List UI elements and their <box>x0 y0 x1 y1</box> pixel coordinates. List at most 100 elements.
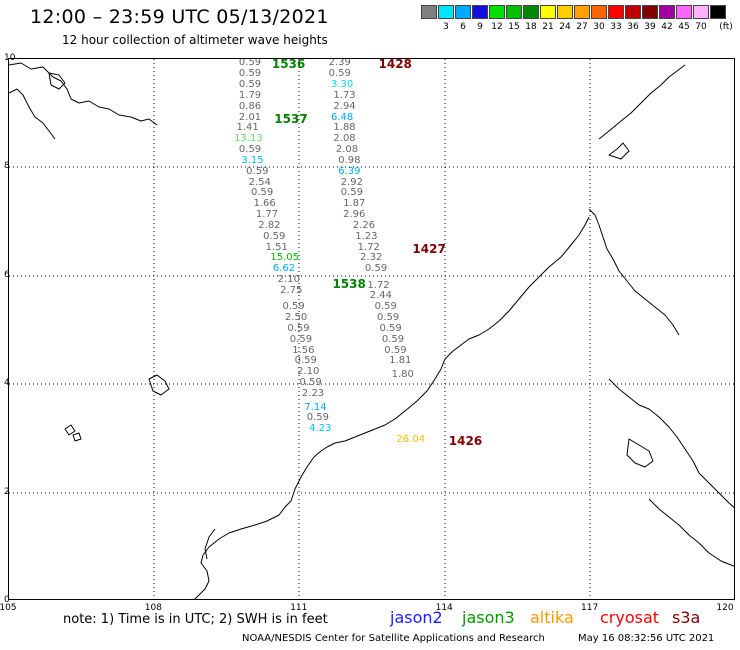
wave-height-label: 1.73 <box>333 89 356 101</box>
legend-label: 18 <box>525 22 537 32</box>
wave-height-label: 0.59 <box>328 68 351 80</box>
wave-height-label: 2.08 <box>333 133 356 145</box>
legend-label: 33 <box>610 22 622 32</box>
map-panel[interactable]: 0.59 0.59 0.59 1.79 0.86 2.01 1.41 13.13 0.59 3.1… <box>8 58 735 600</box>
wave-height-label: 6.62 <box>272 263 296 275</box>
wave-height-label: 1.56 <box>292 344 315 356</box>
wave-height-label: 1.41 <box>236 122 259 134</box>
legend-swatch <box>659 5 675 19</box>
wave-height-label: 0.98 <box>338 154 361 166</box>
legend-label: 42 <box>661 22 673 32</box>
wave-height-label: 0.59 <box>263 230 286 242</box>
latitude-tick-label: 2 <box>4 486 10 497</box>
wave-height-label: 0.59 <box>340 187 363 199</box>
legend-label: 15 <box>508 22 520 32</box>
legend-swatch <box>523 5 539 19</box>
longitude-tick-label: 120 <box>716 603 734 613</box>
legend-label: 36 <box>627 22 639 32</box>
wave-height-label: 1.88 <box>333 122 356 134</box>
wave-height-label: 2.23 <box>301 387 325 399</box>
coastlines <box>9 62 734 599</box>
wave-height-label: 0.59 <box>384 344 407 356</box>
wave-height-label: 0.59 <box>238 79 262 91</box>
map-labels: 0.59 0.59 0.59 1.79 0.86 2.01 1.41 13.13 0.59 3.1… <box>9 58 734 599</box>
wave-height-label: 13.13 <box>234 133 263 145</box>
pass-number-label: 1536 <box>271 58 306 72</box>
wave-height-label: 2.39 <box>328 58 351 69</box>
wave-height-label: 1.80 <box>391 368 414 380</box>
wave-height-label: 2.26 <box>352 219 376 231</box>
legend-label: 27 <box>576 22 588 32</box>
legend-label: 39 <box>644 22 656 32</box>
wave-height-label: 1.72 <box>367 279 390 291</box>
legend-label: 30 <box>593 22 605 32</box>
wave-height-label: 1.77 <box>255 209 279 221</box>
wave-height-label: 2.08 <box>335 144 359 156</box>
legend-swatch <box>710 5 726 19</box>
wave-height-label: 2.32 <box>360 252 383 264</box>
wave-height-label: 2.54 <box>248 176 271 188</box>
legend-swatch <box>693 5 709 19</box>
longitude-tick-label: 114 <box>435 603 453 613</box>
legend-swatch <box>642 5 658 19</box>
wave-height-label: 7.14 <box>304 401 327 413</box>
wave-height-label: 0.59 <box>364 263 388 275</box>
wave-height-label: 1.72 <box>357 241 380 253</box>
latitude-tick-label: 10 <box>4 53 16 63</box>
wave-height-label: 0.59 <box>379 322 402 334</box>
wave-height-label: 2.50 <box>284 312 308 324</box>
legend-label: 21 <box>542 22 554 32</box>
pass-number-label: 1538 <box>332 276 366 291</box>
legend-swatch <box>608 5 624 19</box>
legend-swatch <box>472 5 488 19</box>
wave-height-label: 0.59 <box>377 312 400 324</box>
coastline-layer <box>9 59 734 599</box>
longitude-tick-label: 105 <box>0 603 17 613</box>
wave-height-label: 2.82 <box>258 219 281 231</box>
legend-swatch <box>455 5 471 19</box>
wave-height-label: 6.48 <box>330 111 354 123</box>
legend-label: 6 <box>460 22 466 32</box>
legend-label: 3 <box>443 22 449 32</box>
wave-height-label: 4.23 <box>309 423 332 435</box>
wave-height-label: 2.01 <box>238 111 262 123</box>
satellite-name-jason2: jason2 <box>390 608 443 627</box>
wave-height-label: 1.66 <box>253 198 276 210</box>
legend-label: 12 <box>491 22 503 32</box>
legend-label: 24 <box>559 22 571 32</box>
legend-swatch <box>625 5 641 19</box>
legend-swatch <box>489 5 505 19</box>
legend-unit: (ft) <box>719 22 733 32</box>
wave-height-label: 26.04 <box>396 434 426 446</box>
latitude-tick-label: 6 <box>4 269 10 280</box>
latitude-tick-label: 4 <box>4 378 10 389</box>
latitude-tick-label: 0 <box>4 595 10 605</box>
wave-height-label: 2.96 <box>343 209 366 221</box>
wave-height-label: 0.59 <box>238 68 262 80</box>
wave-height-label: 3.30 <box>330 79 354 91</box>
legend-swatch <box>574 5 590 19</box>
wave-height-label: 0.59 <box>246 165 269 177</box>
wave-height-label: 1.81 <box>389 355 412 367</box>
latitude-tick-label: 8 <box>4 161 10 172</box>
wave-height-label: 2.10 <box>277 274 300 286</box>
wave-height-label: 0.86 <box>238 100 262 112</box>
wave-height-label: 2.44 <box>369 290 393 302</box>
satellite-name-s3a: s3a <box>672 608 701 627</box>
wave-height-label: 0.59 <box>294 355 317 367</box>
legend-swatch <box>676 5 692 19</box>
satellite-name-jason3: jason3 <box>462 608 515 627</box>
wave-height-label: 0.59 <box>251 187 274 199</box>
page-title: 12:00 – 23:59 UTC 05/13/2021 <box>30 6 329 28</box>
wave-height-label: 1.87 <box>343 198 366 210</box>
wave-height-label: 2.92 <box>340 176 363 188</box>
legend-label: 70 <box>695 22 707 32</box>
wave-height-label: 0.59 <box>287 322 310 334</box>
wave-height-label: 15.05 <box>270 252 300 264</box>
wave-height-label: 0.59 <box>282 301 305 313</box>
satellite-name-cryosat: cryosat <box>600 608 660 627</box>
pass-number-label: 1426 <box>448 434 483 449</box>
wave-height-label: 0.59 <box>289 333 313 345</box>
pass-number-label: 1537 <box>274 111 308 126</box>
legend-swatch <box>421 5 437 19</box>
